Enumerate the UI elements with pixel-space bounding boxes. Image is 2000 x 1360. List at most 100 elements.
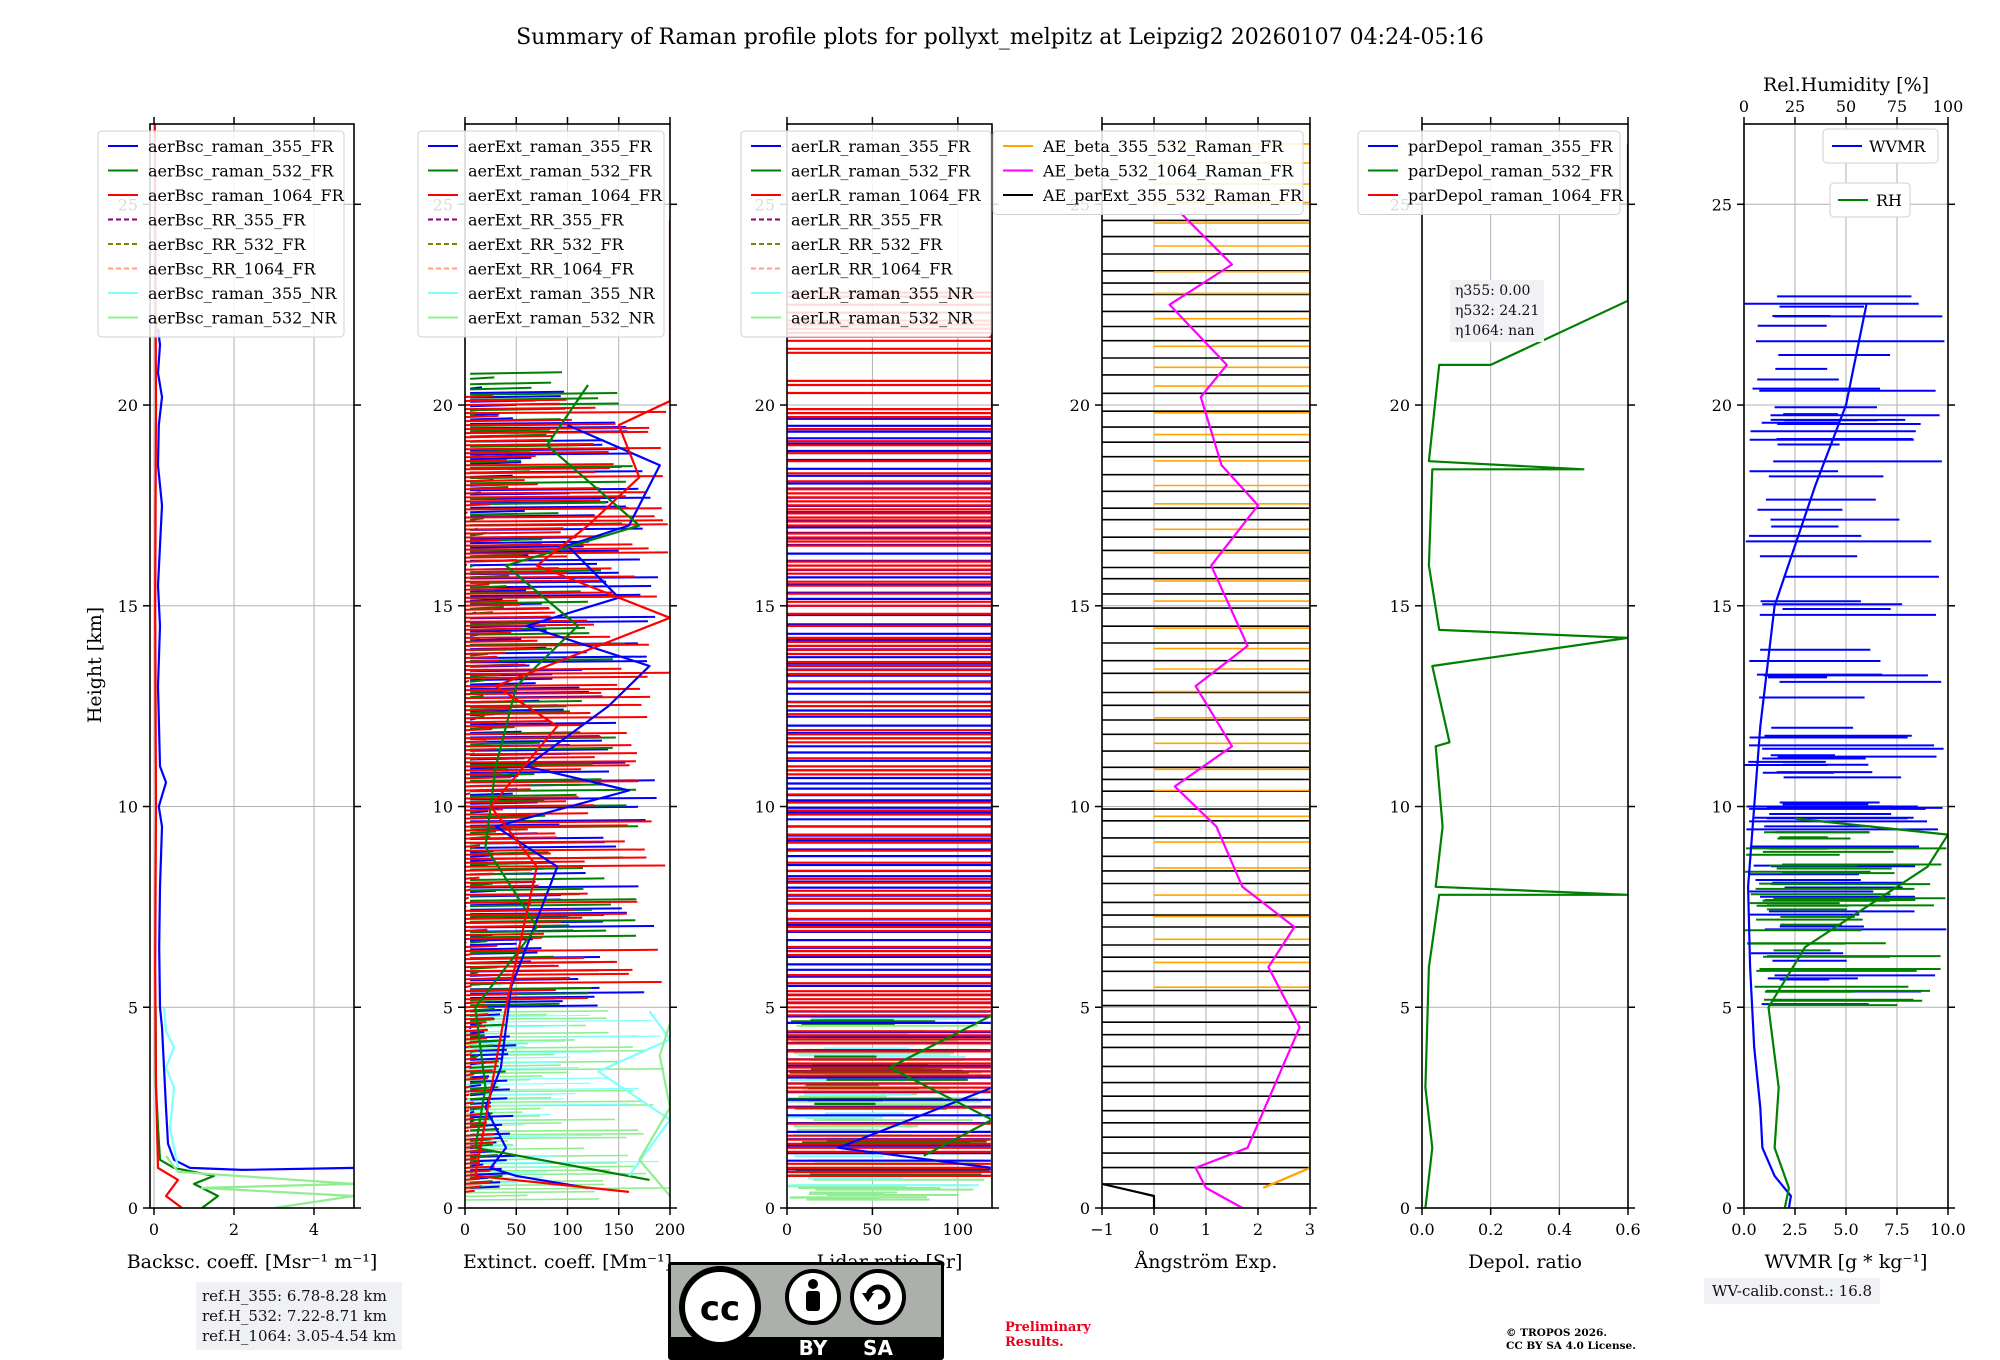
- legend-label: aerBsc_raman_532_NR: [148, 309, 337, 328]
- x-tick-label: 0.6: [1615, 1220, 1640, 1239]
- preliminary-line-1: Preliminary: [1005, 1320, 1091, 1335]
- series-aerBsc_raman_355_NR: [162, 1007, 180, 1169]
- series-aerLR_raman_532_FR: [888, 1014, 992, 1157]
- ref-height-1064: ref.H_1064: 3.05-4.54 km: [202, 1327, 397, 1345]
- x-tick-label: 2: [1253, 1220, 1263, 1239]
- legend-label: aerExt_raman_355_FR: [468, 137, 653, 156]
- preliminary-line-2: Results.: [1005, 1335, 1064, 1350]
- series-ae-beta-355-532: [1154, 143, 1310, 988]
- plot-area: [153, 124, 354, 1208]
- copyright-line-1: © TROPOS 2026.: [1506, 1327, 1608, 1339]
- series-rh-noise: [1744, 831, 1947, 1007]
- series-aerBsc_raman_532_NR: [165, 1155, 354, 1208]
- y-tick-label: 10: [1070, 798, 1090, 817]
- series-AE_parExt_355_532_Raman_FR: [1102, 1182, 1156, 1208]
- wv-calib-badge: WV-calib.const.: 16.8: [1704, 1278, 1881, 1304]
- x-tick-label: 0.2: [1478, 1220, 1503, 1239]
- legend-label: RH: [1876, 191, 1902, 210]
- y-tick-label: 25: [1712, 195, 1732, 214]
- legend-box: [417, 130, 665, 338]
- y-tick-label: 20: [755, 396, 775, 415]
- license-by-label: BY: [799, 1336, 828, 1360]
- series-aerExt_raman_355_FR: [484, 424, 661, 1189]
- legend-label: aerBsc_RR_1064_FR: [148, 260, 317, 279]
- y-tick-label: 15: [1390, 597, 1410, 616]
- series-aerBsc_raman_1064_FR: [153, 124, 183, 1208]
- legend-label: aerLR_RR_532_FR: [791, 235, 943, 254]
- y-axis-label: Height [km]: [84, 607, 106, 723]
- panel-6: 0.0 2.5 5.0 7.5 10.0 0 5 10 15 20 25 WVMR [g * kg⁻¹…: [1712, 74, 1966, 1273]
- legend-box: [1829, 182, 1911, 218]
- plot-area: [1102, 124, 1310, 1208]
- y-tick-label: 0: [1722, 1199, 1732, 1218]
- legend-label: aerExt_raman_1064_FR: [468, 186, 663, 205]
- x-axis-label: Ångström Exp.: [1134, 1251, 1278, 1273]
- legend-label: aerLR_raman_1064_FR: [791, 186, 981, 205]
- y-tick-label: 15: [1070, 597, 1090, 616]
- legend-label: aerBsc_raman_355_NR: [148, 284, 337, 303]
- legend-wvmr: WVMR: [1822, 128, 1939, 164]
- axes-frame: [1421, 123, 1629, 1209]
- x2-tick-label: 0: [1739, 97, 1749, 116]
- legend-label: aerExt_RR_1064_FR: [468, 260, 635, 279]
- copyright-line-2: CC BY SA 4.0 License.: [1506, 1340, 1636, 1352]
- preliminary-note: Preliminary Results.: [1005, 1320, 1091, 1350]
- series-aerExt_raman_1064_FR: [474, 220, 670, 1193]
- y-tick-label: 20: [118, 396, 138, 415]
- y-tick-label: 20: [1712, 396, 1732, 415]
- legend-label: aerBsc_RR_355_FR: [148, 211, 306, 230]
- x-tick-label: 0: [1149, 1220, 1159, 1239]
- legend-box: [740, 130, 992, 338]
- y-tick-label: 20: [1070, 396, 1090, 415]
- y-tick-label: 15: [755, 597, 775, 616]
- x-tick-label: 0.0: [1409, 1220, 1434, 1239]
- x2-tick-label: 25: [1785, 97, 1805, 116]
- series-WVMR: [1746, 304, 1868, 1208]
- x-tick-label: 5.0: [1833, 1220, 1858, 1239]
- x-tick-label: 10.0: [1930, 1220, 1966, 1239]
- legend-label: aerExt_raman_532_NR: [468, 309, 656, 328]
- panel-3: 0501000510152025Lidar ratio [Sr]aerLR_ra…: [740, 117, 999, 1273]
- axes-frame: [786, 123, 993, 1209]
- y-tick-label: 0: [443, 1199, 453, 1218]
- series-lr-355: [787, 417, 992, 1177]
- legend: aerBsc_raman_355_FR aerBsc_raman_532_FRae…: [97, 130, 345, 338]
- y-tick-label: 5: [128, 998, 138, 1017]
- y-tick-label: 5: [1400, 998, 1410, 1017]
- x-tick-label: 0: [149, 1220, 159, 1239]
- x-tick-label: 50: [506, 1220, 526, 1239]
- cc-by-sa-icon: cc BY SA: [668, 1262, 944, 1360]
- panels: 0240510152025Backsc. coeff. [Msr⁻¹ m⁻¹]a…: [97, 74, 1966, 1273]
- legend: AE_beta_355_532_Raman_FR AE_beta_532_1064…: [992, 130, 1304, 215]
- series-aerBsc_raman_355_FR: [156, 328, 354, 1172]
- legend-label: aerExt_RR_355_FR: [468, 211, 625, 230]
- x-tick-label: 4: [309, 1220, 319, 1239]
- series-aerExt_raman_532_NR: [638, 1022, 670, 1197]
- y-tick-label: 15: [433, 597, 453, 616]
- x-tick-label: 50: [862, 1220, 882, 1239]
- x-tick-label: 7.5: [1884, 1220, 1909, 1239]
- ref-height-532: ref.H_532: 7.22-8.71 km: [202, 1307, 387, 1325]
- y-tick-label: 5: [1722, 998, 1732, 1017]
- legend-box: [992, 130, 1304, 215]
- y-tick-label: 0: [1400, 1199, 1410, 1218]
- legend-rh: RH: [1829, 182, 1911, 218]
- x-axis-label: Extinct. coeff. [Mm⁻¹]: [463, 1251, 672, 1273]
- x-tick-label: 100: [552, 1220, 583, 1239]
- x-axis-label: Backsc. coeff. [Msr⁻¹ m⁻¹]: [127, 1251, 378, 1273]
- legend-label: aerLR_raman_532_NR: [791, 309, 974, 328]
- eta-532: η532: 24.21: [1455, 303, 1540, 319]
- legend-label: aerBsc_RR_532_FR: [148, 235, 306, 254]
- legend: aerLR_raman_355_FR aerLR_raman_532_FR aerL…: [740, 130, 992, 338]
- x2-tick-label: 100: [1933, 97, 1964, 116]
- legend: parDepol_raman_355_FR parDepol_raman_532_…: [1357, 130, 1624, 215]
- y-tick-label: 20: [1390, 396, 1410, 415]
- legend-label: aerLR_RR_355_FR: [791, 211, 943, 230]
- license-sa-label: SA: [863, 1336, 893, 1360]
- legend-box: [1357, 130, 1621, 215]
- legend-label: WVMR: [1869, 137, 1926, 156]
- x-tick-label: 2: [229, 1220, 239, 1239]
- legend-box: [97, 130, 345, 338]
- y-tick-label: 10: [755, 798, 775, 817]
